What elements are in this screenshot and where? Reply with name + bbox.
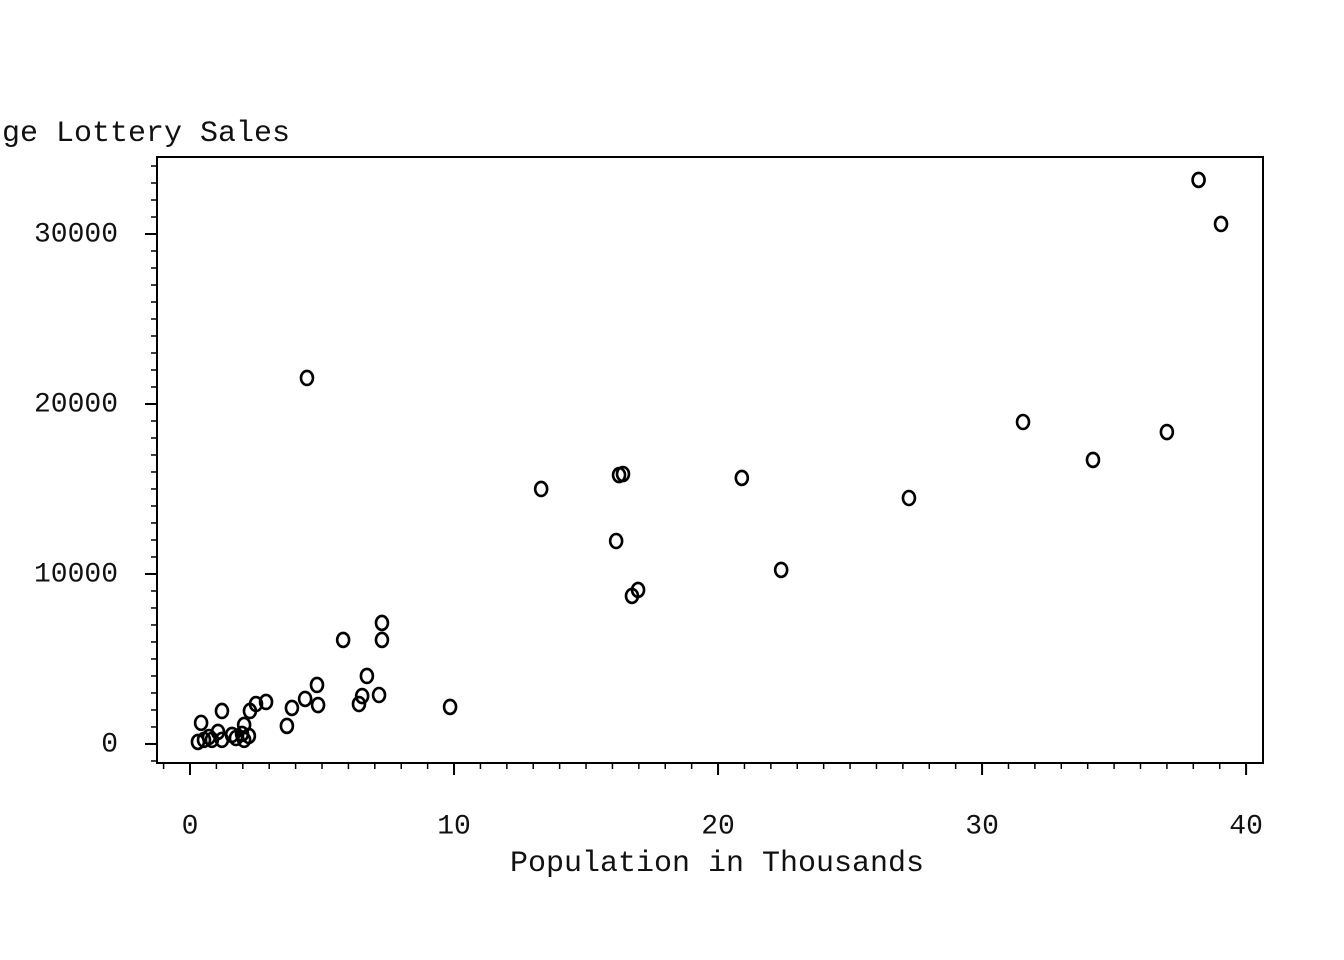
x-tick-label: 10: [437, 811, 471, 842]
point: [1159, 423, 1175, 441]
point: [214, 702, 230, 720]
point: [374, 614, 390, 632]
x-tick-label: 0: [182, 811, 199, 842]
point: [608, 532, 624, 550]
point: [351, 695, 367, 713]
point: [374, 631, 390, 649]
point: [335, 631, 351, 649]
y-axis-label: ge Lottery Sales: [2, 117, 290, 151]
x-tick-label: 40: [1229, 811, 1263, 842]
point: [901, 489, 917, 507]
point: [236, 731, 252, 749]
point: [371, 686, 387, 704]
x-tick-label: 30: [965, 811, 999, 842]
point: [734, 469, 750, 487]
plot-frame: [156, 156, 1264, 764]
point: [1191, 171, 1206, 189]
point: [624, 587, 640, 605]
y-tick-label: 10000: [34, 559, 118, 590]
point: [214, 731, 230, 749]
y-tick-label: 0: [101, 729, 118, 760]
point: [284, 699, 300, 717]
y-tick-label: 30000: [34, 219, 118, 250]
point: [204, 731, 220, 749]
point: [193, 714, 209, 732]
point: [1085, 451, 1101, 469]
point: [242, 702, 258, 720]
x-axis-label: Population in Thousands: [510, 847, 924, 881]
point: [1015, 413, 1031, 431]
x-tick-label: 20: [701, 811, 735, 842]
point: [354, 687, 370, 705]
point: [359, 667, 375, 685]
point: [299, 369, 315, 387]
point: [1213, 215, 1229, 233]
point: [533, 480, 549, 498]
point: [442, 698, 458, 716]
point: [615, 465, 631, 483]
point: [310, 696, 326, 714]
point: [297, 690, 313, 708]
point: [228, 729, 244, 747]
point: [309, 676, 325, 694]
point: [279, 717, 295, 735]
point: [258, 693, 274, 711]
point: [201, 728, 217, 746]
y-tick-label: 20000: [34, 389, 118, 420]
point: [773, 561, 789, 579]
